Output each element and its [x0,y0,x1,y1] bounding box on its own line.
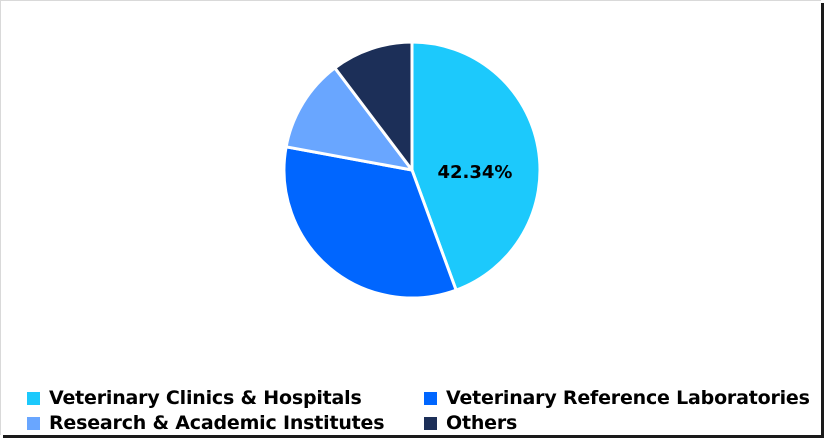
legend-item-reference-labs: Veterinary Reference Laboratories [424,385,810,411]
legend-label: Veterinary Clinics & Hospitals [49,387,362,409]
legend-swatch [424,416,437,430]
legend-swatch [424,391,437,405]
legend-label: Others [446,412,518,434]
pie-slice [284,66,414,172]
legend-item-others: Others [424,410,517,436]
legend-item-research: Research & Academic Institutes [27,410,385,436]
legend-swatch [27,416,40,430]
pie-slices [282,40,542,300]
pie-slice [333,40,414,172]
legend-label: Veterinary Reference Laboratories [446,387,810,409]
pie-slice [410,40,542,292]
slice-data-label: 42.34% [438,162,513,183]
pie-slice [282,145,458,300]
legend-swatch [27,391,40,405]
legend-item-clinics: Veterinary Clinics & Hospitals [27,385,362,411]
legend-label: Research & Academic Institutes [49,412,385,434]
